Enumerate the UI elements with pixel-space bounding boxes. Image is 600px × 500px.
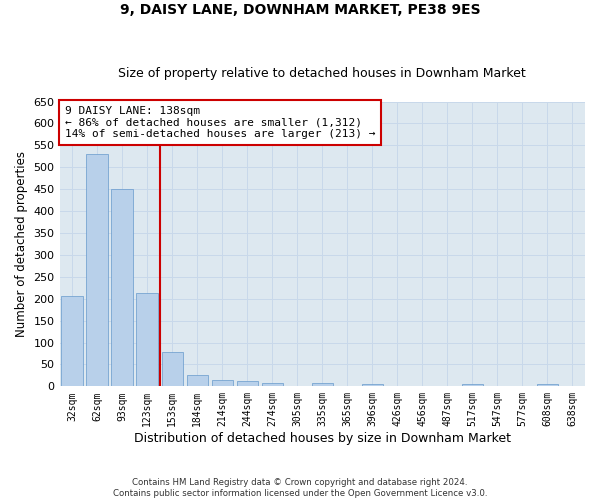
Bar [236, 381, 258, 386]
Bar [86, 154, 108, 386]
Bar [537, 384, 558, 386]
Bar [136, 293, 158, 386]
Bar [187, 375, 208, 386]
Text: Contains HM Land Registry data © Crown copyright and database right 2024.
Contai: Contains HM Land Registry data © Crown c… [113, 478, 487, 498]
Text: 9, DAISY LANE, DOWNHAM MARKET, PE38 9ES: 9, DAISY LANE, DOWNHAM MARKET, PE38 9ES [119, 2, 481, 16]
Bar [311, 383, 333, 386]
Bar [212, 380, 233, 386]
Title: Size of property relative to detached houses in Downham Market: Size of property relative to detached ho… [118, 66, 526, 80]
Bar [112, 189, 133, 386]
Bar [262, 383, 283, 386]
Y-axis label: Number of detached properties: Number of detached properties [15, 151, 28, 337]
Bar [161, 352, 183, 386]
X-axis label: Distribution of detached houses by size in Downham Market: Distribution of detached houses by size … [134, 432, 511, 445]
Bar [462, 384, 483, 386]
Bar [362, 384, 383, 386]
Text: 9 DAISY LANE: 138sqm
← 86% of detached houses are smaller (1,312)
14% of semi-de: 9 DAISY LANE: 138sqm ← 86% of detached h… [65, 106, 375, 139]
Bar [61, 296, 83, 386]
